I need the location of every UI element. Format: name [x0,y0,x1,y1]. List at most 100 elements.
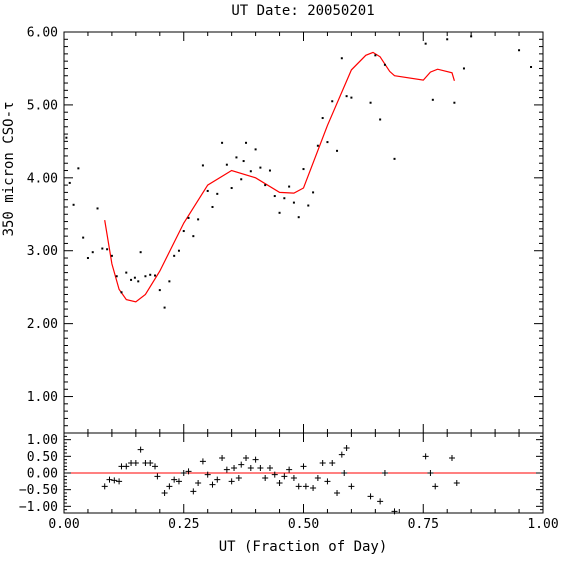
residual-point [367,493,374,500]
residual-point [338,451,345,458]
data-point [336,149,339,152]
residual-point [290,475,297,481]
data-point [345,95,348,98]
data-point [158,289,161,292]
residual-point [262,475,269,481]
residual-point [152,463,159,470]
data-point [182,230,185,233]
residual-point [377,498,384,505]
x-tick-label: 0.50 [288,517,319,532]
data-point [192,235,195,238]
x-tick-label: 0.75 [408,517,439,532]
data-point [278,211,281,214]
data-point [316,144,319,147]
data-point [383,63,386,66]
data-point [149,273,152,276]
data-point [321,117,324,120]
data-point [312,191,315,194]
data-point [206,189,209,192]
residual-point [101,483,108,490]
residual-point [204,471,211,478]
data-point [530,65,533,68]
residual-point [252,456,259,463]
data-point [187,216,190,219]
data-point [453,101,456,104]
data-point [110,254,113,257]
residual-y-tick-labels: −1.00 −0.500.00 0.50 1.00 [19,433,58,515]
y-tick-label: 1.00 [27,390,58,405]
data-point [393,157,396,160]
residual-point [166,483,173,490]
data-point [86,257,89,260]
residual-point [111,477,118,484]
data-point [137,280,140,283]
data-point [268,169,271,172]
x-tick-labels: 0.00 0.25 0.50 0.75 1.00 [48,517,558,532]
residual-point [448,455,455,461]
residual-point [300,463,307,470]
tick-marks-layer [63,31,544,433]
data-point [240,178,243,181]
residual-point [123,463,130,470]
data-point [302,168,305,171]
data-point [211,205,214,208]
residual-point [116,478,123,485]
y-tick-labels: 1.00 2.00 3.00 4.00 5.00 6.00 [27,26,58,406]
y-axis-title: 350 micron CSO-τ [1,102,17,237]
residual-point [171,476,178,483]
residual-point [295,483,302,490]
data-point [82,236,85,239]
residual-point [271,471,278,478]
residual-point [324,478,331,485]
data-point [115,275,118,278]
residual-point [281,473,288,480]
data-point [242,160,245,163]
data-point [96,207,99,210]
data-point [101,247,104,250]
residual-point [214,476,221,483]
residual-point [243,455,250,461]
data-point [283,197,286,200]
data-point [297,216,300,219]
data-point [221,141,224,144]
data-point [125,271,128,274]
y-tick-label: 3.00 [27,244,58,259]
x-tick-label: 0.25 [168,517,199,532]
data-point [230,187,233,190]
residual-point [147,460,154,466]
data-point [470,35,473,38]
residual-point [223,466,230,473]
x-axis-title: UT (Fraction of Day) [219,539,388,555]
data-point [245,141,248,144]
data-point [168,280,171,283]
data-point [197,218,200,221]
residual-point [314,475,321,481]
data-point [201,164,204,167]
data-point [120,291,123,294]
data-point [350,96,353,99]
data-point [133,276,136,279]
residual-point [247,465,254,471]
data-point [225,163,228,166]
residual-point [427,470,434,476]
residual-point [199,458,206,465]
residual-point [231,465,238,471]
residual-point [195,480,202,486]
residual-y-tick-label: 1.00 [27,433,58,448]
data-point [273,195,276,198]
data-point [379,118,382,121]
data-point [177,249,180,252]
y-tick-label: 4.00 [27,171,58,186]
residual-point [341,470,348,476]
residual-point [132,460,139,466]
data-point [424,42,427,45]
residual-point [286,466,293,473]
residual-point [154,473,161,480]
residual-point [161,490,168,496]
residual-point [175,478,182,485]
data-point [154,274,157,277]
residual-point [432,483,439,490]
plot-frame [63,31,544,434]
data-point [292,201,295,204]
residual-point [228,478,235,485]
